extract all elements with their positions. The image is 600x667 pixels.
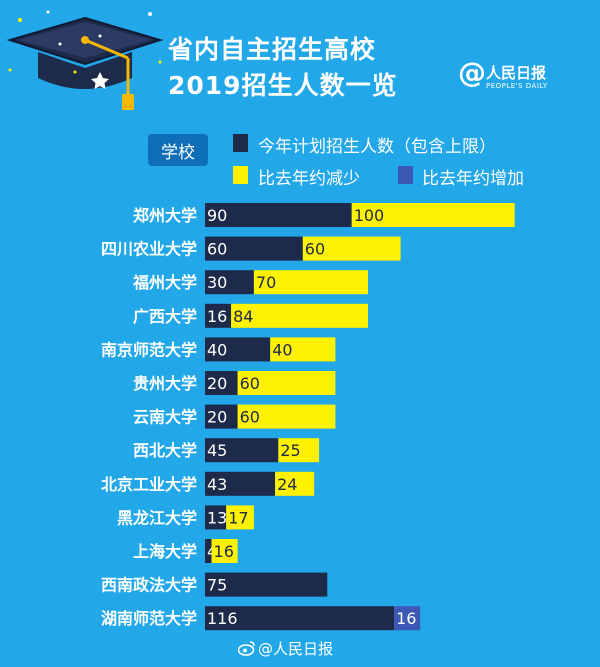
page-title-line1: 省内自主招生高校 [168,35,377,64]
data-label: 90 [207,206,227,225]
data-label: 16 [207,307,227,326]
data-label: 17 [228,508,248,527]
brand-subtitle: PEOPLE'S DAILY [486,82,548,90]
bar-segment [205,203,352,227]
footer-credit: @人民日报 [258,640,334,658]
data-label: 60 [305,240,325,259]
legend-swatch-plan [233,134,248,152]
data-label: 60 [240,408,260,427]
brand-at-symbol: @ [458,56,486,89]
category-label: 湖南师范大学 [101,609,197,628]
data-label: 60 [240,374,260,393]
data-label: 40 [272,340,292,359]
category-label: 郑州大学 [133,206,197,225]
bar-segment [205,337,271,362]
legend-label-increase: 比去年约增加 [422,169,524,189]
data-label: 84 [233,307,253,326]
data-label: 16 [396,609,416,628]
data-label: 40 [207,340,227,359]
bar-segment [270,337,336,362]
category-label: 福州大学 [132,273,197,292]
bar-segment [237,404,336,429]
bar-segment [205,371,238,395]
category-label: 北京工业大学 [101,475,197,494]
bar-segment [253,270,368,295]
bar-segment [205,303,232,328]
bar-segment [205,270,254,295]
bar-segment [351,203,515,227]
data-label: 20 [207,374,227,393]
category-label: 南京师范大学 [101,340,197,359]
bar-segment [205,471,276,496]
bar-segment [205,539,212,563]
category-label: 广西大学 [133,307,197,326]
bar-segment [302,236,401,261]
bar-segment [394,606,421,631]
data-label: 45 [207,441,227,460]
data-label: 70 [256,273,276,292]
bar-chart: 郑州大学 90 100 四川农业大学 60 60 福州大学 30 70 广西大学 16 84 南京师范大… [101,203,515,631]
category-label-badge: 学校 [148,134,208,166]
category-label: 四川农业大学 [101,240,197,259]
category-label: 云南大学 [133,408,197,427]
brand-name: 人民日报 [486,64,547,82]
bar-segment [205,505,227,530]
data-label: 75 [207,576,227,595]
data-label: 25 [280,441,300,460]
legend-swatch-decrease [233,166,248,184]
page-title-line2: 2019招生人数一览 [168,71,398,100]
bar-segment [211,539,238,563]
data-label: 13 [207,508,227,527]
data-label: 60 [207,240,227,259]
data-label: 116 [207,609,238,628]
category-label: 上海大学 [133,542,197,561]
legend-label-decrease: 比去年约减少 [258,169,360,189]
bar-segment [275,471,315,496]
data-label: 30 [207,273,227,292]
category-label: 西南政法大学 [101,576,197,595]
bar-segment [278,438,320,463]
bar-segment [237,371,336,395]
bar-segment [205,606,395,631]
bar-segment [231,303,368,328]
category-label: 贵州大学 [133,374,197,393]
data-label: 20 [207,408,227,427]
bar-segment [205,404,238,429]
bar-segment [226,505,254,530]
weibo-icon [238,641,255,656]
legend-label-plan: 今年计划招生人数（包含上限） [258,137,496,157]
data-label: 24 [277,475,297,494]
data-label: 100 [354,206,385,225]
data-label: 43 [207,475,227,494]
category-label: 黑龙江大学 [117,508,197,527]
data-label: 16 [214,542,234,561]
graduation-cap-icon [6,10,164,110]
legend-swatch-increase [398,166,413,184]
category-label: 西北大学 [133,441,197,460]
bar-segment [205,236,303,261]
bar-segment [205,438,279,463]
bar-segment [205,572,328,597]
